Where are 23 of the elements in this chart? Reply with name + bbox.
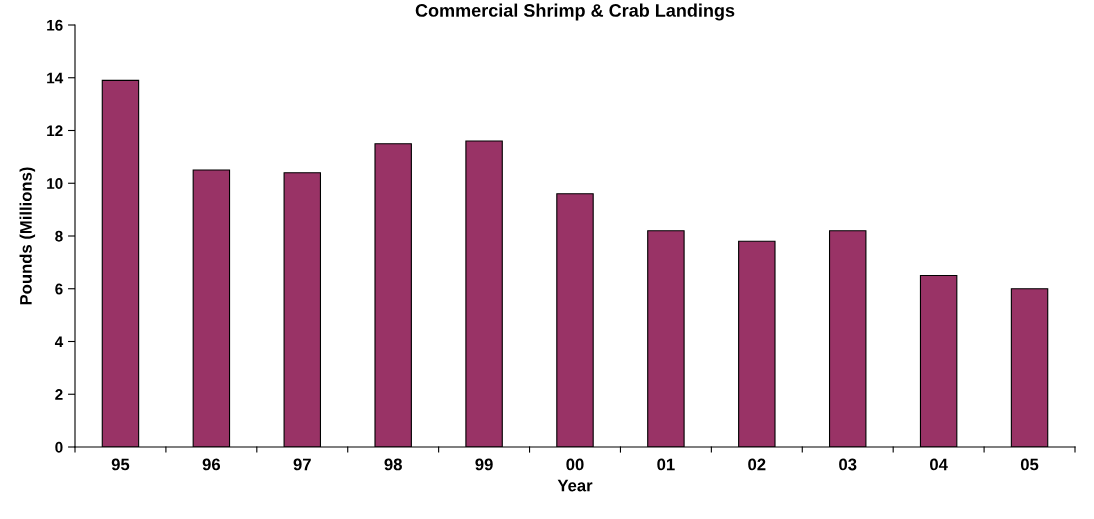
y-tick-label: 4 [54, 336, 64, 348]
y-tick-label: 12 [47, 125, 63, 137]
y-tick-label: 0 [55, 441, 63, 453]
x-tick-label: 00 [566, 458, 584, 471]
y-tick-label: 14 [47, 72, 64, 84]
y-axis-title: Pounds (Millions) [19, 167, 36, 305]
x-tick-label: 02 [748, 458, 766, 471]
x-tick-label: 03 [839, 458, 857, 471]
x-tick-label: 01 [657, 458, 675, 471]
x-tick-label: 98 [384, 458, 402, 471]
x-tick-label: 96 [202, 458, 221, 471]
x-tick-label: 95 [111, 458, 130, 471]
x-tick-label: 97 [293, 458, 311, 471]
chart-title: Commercial Shrimp & Crab Landings [415, 3, 735, 21]
y-tick-label: 10 [47, 178, 63, 189]
x-axis-title: Year [557, 479, 593, 492]
y-tick-label: 6 [55, 283, 63, 295]
x-tick-label: 99 [475, 458, 493, 471]
y-tick-label: 2 [55, 389, 63, 400]
x-tick-label: 04 [930, 458, 948, 471]
x-tick-label: 05 [1020, 458, 1039, 471]
y-tick-label: 16 [47, 19, 63, 31]
y-tick-label: 8 [55, 230, 63, 242]
